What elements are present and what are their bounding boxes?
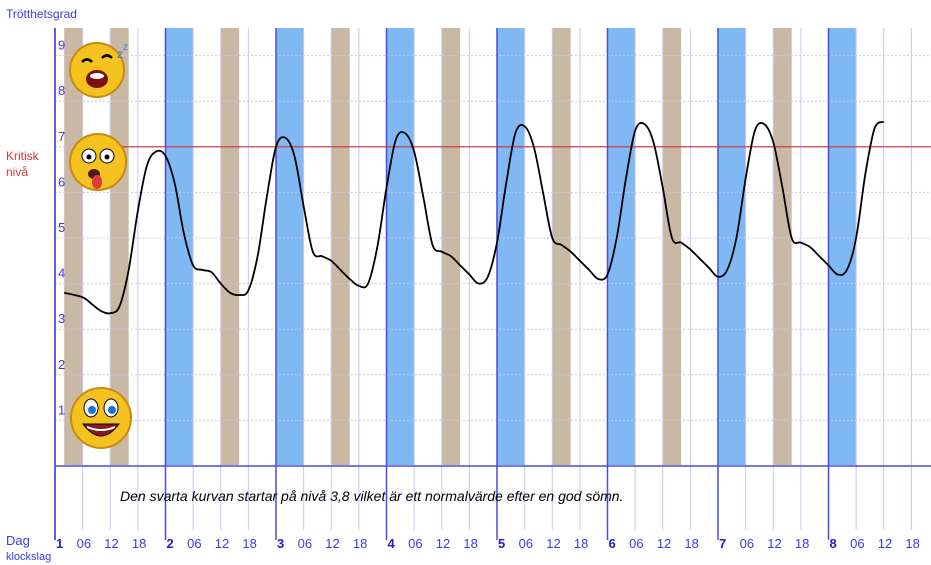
fatigue-curve	[63, 120, 885, 315]
hour-tick-label: 06	[298, 536, 312, 551]
hour-tick-label: 18	[684, 536, 698, 551]
y-tick-label: 4	[58, 266, 65, 281]
hour-tick-label: 12	[657, 536, 671, 551]
sleep-band	[276, 28, 304, 465]
time-bands	[64, 28, 857, 465]
hour-tick-label: 18	[574, 536, 588, 551]
chart-title: Trötthetsgrad	[6, 7, 77, 21]
hour-tick-label: 18	[353, 536, 367, 551]
y-tick-label: 8	[58, 83, 65, 98]
y-tick-label: 5	[58, 220, 65, 235]
hour-tick-label: 18	[242, 536, 256, 551]
hour-tick-label: 06	[408, 536, 422, 551]
day-tick-label: 4	[388, 536, 396, 551]
day-tick-label: 1	[56, 536, 63, 551]
sleep-band	[386, 28, 415, 465]
hour-tick-label: 12	[325, 536, 339, 551]
exhausted-face-icon	[69, 133, 127, 191]
svg-text:z: z	[117, 47, 123, 61]
x-axis-label-day: Dag	[6, 533, 30, 548]
hour-tick-label: 06	[629, 536, 643, 551]
axes	[54, 28, 931, 540]
hour-tick-label: 18	[905, 536, 919, 551]
hour-tick-label: 18	[795, 536, 809, 551]
day-tick-label: 5	[498, 536, 505, 551]
awake-band	[220, 28, 240, 465]
fatigue-series-line	[63, 120, 885, 315]
awake-band	[331, 28, 350, 465]
hour-tick-label: 12	[436, 536, 450, 551]
critical-label-line2: nivå	[6, 165, 28, 179]
hour-tick-label: 12	[215, 536, 229, 551]
hour-tick-label: 18	[132, 536, 146, 551]
y-tick-labels: 1 2 3 4 5 6 7 8 9	[58, 38, 65, 418]
happy-face-icon	[70, 387, 132, 449]
y-tick-label: 3	[58, 311, 65, 326]
sleep-band	[607, 28, 636, 465]
x-axis-label-clock: klockslag	[6, 551, 51, 563]
awake-band	[552, 28, 571, 465]
sleep-band	[718, 28, 746, 465]
hour-tick-label: 06	[850, 536, 864, 551]
svg-text:z: z	[123, 42, 128, 53]
hour-tick-label: 12	[104, 536, 118, 551]
hour-tick-label: 06	[519, 536, 533, 551]
caption: Den svarta kurvan startar på nivå 3,8 vi…	[120, 488, 623, 504]
y-tick-label: 9	[58, 38, 65, 53]
y-tick-label: 2	[58, 357, 65, 372]
critical-label-line1: Kritisk	[6, 149, 40, 163]
awake-band	[662, 28, 682, 465]
day-tick-label: 6	[609, 536, 616, 551]
sleep-band	[165, 28, 194, 465]
day-tick-label: 2	[167, 536, 174, 551]
hour-tick-label: 12	[767, 536, 781, 551]
hour-tick-label: 12	[878, 536, 892, 551]
y-tick-label: 7	[58, 129, 65, 144]
awake-band	[110, 28, 129, 465]
grid-lines	[54, 28, 931, 540]
x-tick-labels: 1 06 12 18 2 06 12 18 3 06 12 18 4 06 12 18 5 06 12 18 6 06 12…	[56, 536, 920, 551]
awake-band	[64, 28, 83, 465]
hour-tick-label: 06	[187, 536, 201, 551]
awake-band	[773, 28, 792, 465]
y-tick-label: 6	[58, 174, 65, 189]
sleep-band	[828, 28, 857, 465]
day-tick-label: 8	[830, 536, 837, 551]
hour-tick-label: 06	[77, 536, 91, 551]
y-tick-label: 1	[58, 402, 65, 417]
hour-tick-label: 06	[740, 536, 754, 551]
hour-tick-label: 12	[546, 536, 560, 551]
day-tick-label: 7	[719, 536, 726, 551]
yawning-sleepy-face-icon: z z	[69, 42, 128, 98]
awake-band	[441, 28, 461, 465]
day-tick-label: 3	[277, 536, 284, 551]
hour-tick-label: 18	[463, 536, 477, 551]
sleep-band	[497, 28, 525, 465]
